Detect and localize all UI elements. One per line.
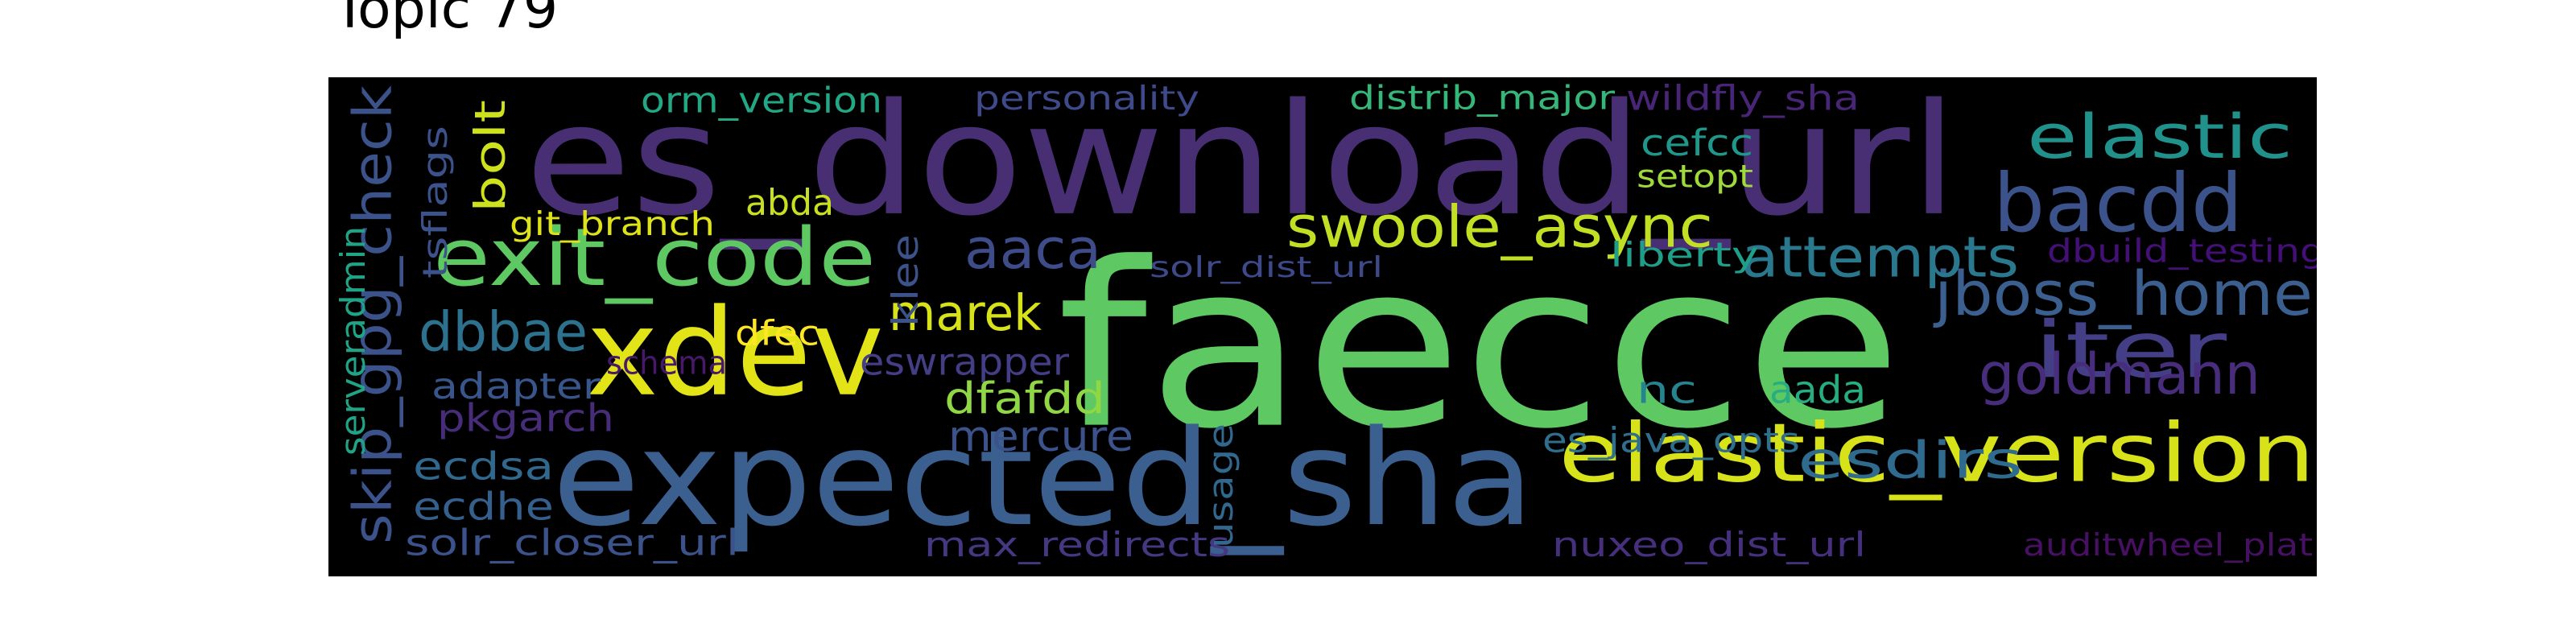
word-personality: personality <box>974 79 1199 118</box>
word-solr-closer-url: solr_closer_url <box>405 522 739 564</box>
word-exit-code: exit_code <box>433 212 876 304</box>
word-max-redirects: max_redirects <box>924 525 1230 564</box>
word-cloud: faecce es_download_url expected_sha xdev ela… <box>328 77 2317 576</box>
word-bolt: bolt <box>466 100 515 213</box>
word-solr-dist-url: solr_dist_url <box>1150 251 1383 284</box>
word-usage: usage <box>1201 423 1241 548</box>
word-dbuild-testing: dbuild_testing <box>2047 233 2317 270</box>
word-orm-version: orm_version <box>641 80 882 121</box>
word-auditwheel-plat: auditwheel_plat <box>2023 527 2313 564</box>
word-esdirs: esdirs <box>1798 431 2023 490</box>
word-schema: schema <box>606 345 727 382</box>
word-es-java-opts: es_java_opts <box>1542 421 1800 461</box>
word-distrib-major: distrib_major <box>1349 79 1615 118</box>
word-iter: iter <box>2033 304 2227 395</box>
topic-title: Topic 79 <box>333 0 559 41</box>
word-ecdhe: ecdhe <box>413 485 554 530</box>
word-setopt: setopt <box>1637 159 1753 196</box>
word-abda: abda <box>745 183 834 224</box>
word-faecce: faecce <box>1057 214 1902 479</box>
word-dfec: dfec <box>735 314 819 353</box>
word-aada: aada <box>1769 369 1866 413</box>
word-liberty: liberty <box>1610 235 1759 275</box>
word-klee: klee <box>886 234 927 327</box>
word-tsflags: tsflags <box>415 126 455 279</box>
word-mercure: mercure <box>948 412 1133 461</box>
word-dfafdd: dfafdd <box>944 373 1105 423</box>
word-es-download-url: es_download_url <box>525 77 1958 250</box>
word-xdev: xdev <box>586 284 884 423</box>
word-expected-sha: expected_sha <box>552 402 1534 555</box>
word-elastic: elastic <box>2027 101 2293 172</box>
word-dbbae: dbbae <box>419 299 588 363</box>
word-goldmann: goldmann <box>1979 341 2260 407</box>
word-nc: nc <box>1637 369 1697 413</box>
word-bacdd: bacdd <box>1993 156 2243 250</box>
word-jboss-home: jboss_home <box>1933 258 2313 329</box>
word-swoole-async: swoole_async <box>1286 194 1713 261</box>
word-wildfly-sha: wildfly_sha <box>1626 79 1860 118</box>
word-nuxeo-dist-url: nuxeo_dist_url <box>1552 525 1866 564</box>
word-aaca: aaca <box>964 217 1101 282</box>
word-serveradmin: serveradmin <box>333 226 373 456</box>
word-ecdsa: ecdsa <box>413 445 554 489</box>
word-skip-gpg-check: skip_gpg_check <box>343 85 404 544</box>
word-pkgarch: pkgarch <box>437 397 614 441</box>
word-elastic-version: elastic_version <box>1558 405 2315 500</box>
word-adapter: adapter <box>431 366 601 407</box>
word-cefcc: cefcc <box>1641 122 1753 164</box>
word-eswrapper: eswrapper <box>860 340 1070 383</box>
word-attempts: attempts <box>1741 225 2019 291</box>
word-git-branch: git_branch <box>510 204 715 243</box>
word-marek: marek <box>889 285 1042 342</box>
